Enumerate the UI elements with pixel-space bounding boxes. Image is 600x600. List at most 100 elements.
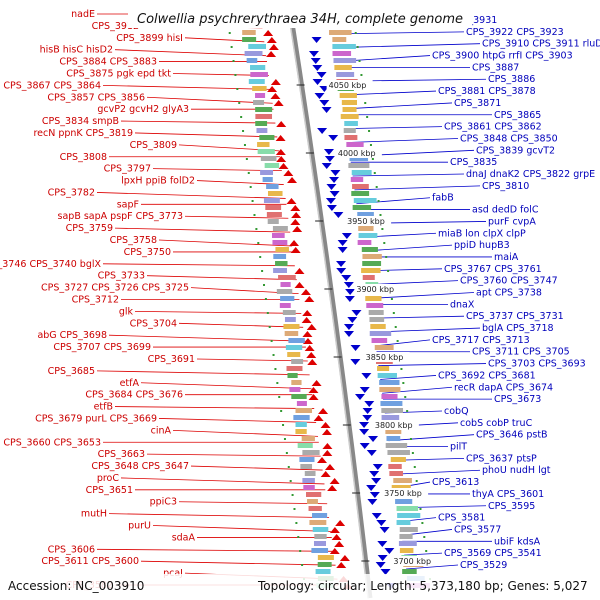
reverse-label-leader — [114, 49, 267, 57]
reverse-gene-category — [303, 485, 315, 490]
reverse-gene-arrow — [286, 198, 297, 204]
forward-gene-category — [397, 513, 421, 518]
map-title: Colwellia psychrerythraea 34H, complete … — [137, 12, 463, 27]
reverse-gene-arrow — [302, 310, 313, 316]
guide-tick — [383, 242, 386, 244]
forward-gene-label: CPS_3577 — [454, 524, 501, 535]
forward-gene-arrow — [325, 198, 336, 204]
reverse-gene-arrow — [263, 30, 274, 36]
forward-gene-label: CPS_3581 — [438, 513, 485, 524]
reverse-gene-category — [252, 86, 267, 91]
forward-gene-category — [361, 247, 378, 252]
reverse-gene-arrow — [334, 541, 345, 547]
reverse-gene-label: CPS_3759 — [66, 223, 113, 234]
reverse-gene-category — [308, 506, 322, 511]
scale-mark-backdrop — [326, 80, 373, 90]
forward-gene-category — [396, 520, 411, 525]
reverse-gene-label: proC — [97, 473, 120, 484]
reverse-gene-category — [295, 408, 313, 413]
forward-gene-arrow — [321, 163, 332, 169]
forward-gene-label: phoU nudH lgt — [482, 465, 551, 476]
reverse-gene-arrow — [290, 219, 301, 225]
reverse-gene-arrow — [320, 422, 331, 428]
reverse-gene-category — [260, 170, 274, 175]
forward-gene-arrow — [351, 310, 362, 316]
forward-gene-category — [377, 373, 397, 378]
forward-gene-arrow — [344, 296, 355, 302]
reverse-gene-label: nadE — [71, 9, 95, 20]
reverse-gene-arrow — [266, 51, 277, 57]
forward-label-leader — [406, 564, 459, 570]
forward-gene-arrow — [316, 72, 327, 78]
guide-tick — [240, 116, 243, 118]
reverse-gene-label: CPS_3663 — [98, 449, 145, 460]
reverse-gene-label: CPS_3834 smpB — [42, 116, 119, 127]
reverse-gene-arrow — [308, 387, 319, 393]
reverse-gene-category — [311, 548, 329, 553]
reverse-gene-category — [266, 212, 282, 217]
forward-gene-arrow — [375, 562, 386, 568]
reverse-gene-category — [297, 443, 313, 448]
guide-tick — [266, 312, 269, 314]
reverse-gene-label: ppiC3 — [150, 497, 177, 508]
forward-gene-category — [341, 100, 358, 105]
guide-tick — [242, 130, 245, 132]
reverse-gene-arrow — [268, 44, 279, 50]
forward-gene-category — [348, 163, 370, 168]
forward-gene-arrow — [362, 408, 373, 414]
forward-gene-label: CPS_3887 — [472, 62, 519, 73]
forward-gene-arrow — [343, 324, 354, 330]
scale-mark-backdrop — [391, 556, 438, 566]
reverse-label-leader — [196, 180, 284, 185]
scale-mark-backdrop — [372, 420, 419, 430]
reverse-gene-category — [273, 254, 287, 259]
forward-gene-label: miaB lon clpX clpP — [438, 228, 526, 239]
reverse-gene-category — [244, 51, 263, 56]
reverse-gene-category — [306, 492, 322, 497]
reverse-gene-category — [255, 114, 273, 119]
forward-gene-arrow — [354, 394, 365, 400]
forward-label-leader — [343, 102, 453, 110]
genome-summary-text: Topology: circular; Length: 5,373,180 bp… — [257, 579, 588, 593]
forward-gene-arrow — [366, 485, 377, 491]
scale-mark-backdrop — [345, 216, 392, 226]
forward-gene-label: pilT — [450, 442, 467, 453]
reverse-label-leader — [146, 453, 321, 457]
reverse-label-leader — [196, 358, 308, 362]
forward-label-leader — [371, 315, 465, 319]
reverse-gene-label: CPS_3808 — [60, 152, 107, 163]
guide-tick — [411, 452, 414, 454]
guide-tick — [409, 438, 412, 440]
forward-gene-category — [395, 499, 413, 504]
reverse-gene-category — [291, 359, 304, 364]
guide-tick — [400, 368, 403, 370]
guide-tick — [301, 564, 304, 566]
forward-gene-label: CPS_3881 CPS_3878 — [438, 86, 536, 97]
forward-gene-label: CPS_3595 — [488, 501, 535, 512]
forward-gene-category — [329, 30, 352, 35]
forward-gene-category — [371, 338, 388, 343]
forward-gene-category — [368, 310, 384, 315]
reverse-label-leader — [184, 215, 289, 219]
forward-gene-arrow — [336, 261, 347, 267]
reverse-label-leader — [102, 84, 271, 90]
forward-gene-category — [380, 401, 403, 406]
guide-tick — [276, 382, 279, 384]
reverse-label-leader — [134, 132, 278, 138]
forward-gene-arrow — [326, 205, 337, 211]
label-leader-lines — [96, 13, 492, 586]
reverse-gene-arrow — [302, 338, 313, 344]
reverse-gene-label: CPS_3750 — [124, 247, 171, 258]
guide-tick — [253, 214, 256, 216]
reverse-label-leader — [146, 275, 297, 281]
guide-tick — [406, 410, 409, 412]
reverse-gene-label: CPS_3809 — [130, 140, 177, 151]
forward-gene-arrow — [377, 541, 388, 547]
forward-gene-category — [385, 429, 402, 434]
guide-tick — [354, 32, 357, 34]
reverse-gene-arrow — [306, 352, 317, 358]
reverse-gene-label: CPS_3912 — [92, 21, 139, 32]
reverse-gene-arrow — [324, 464, 335, 470]
reverse-gene-label: CPS_3685 — [48, 366, 95, 377]
guide-tick — [228, 32, 231, 34]
